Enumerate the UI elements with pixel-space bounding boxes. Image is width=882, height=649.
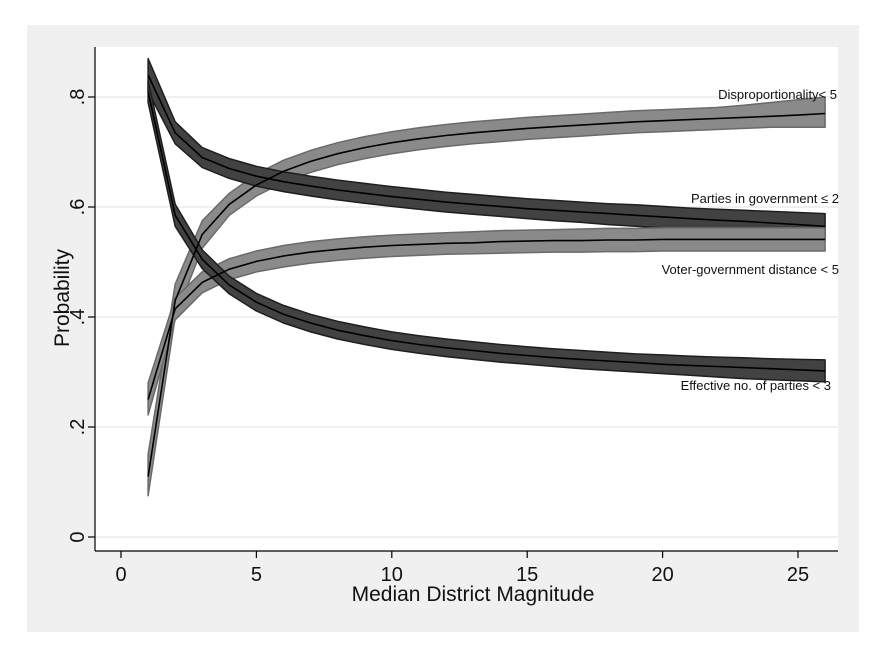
series-line-3 bbox=[147, 91, 826, 372]
x-tick-label-4: 20 bbox=[651, 564, 673, 586]
series-label-effective-parties: Effective no. of parties < 3 bbox=[681, 378, 831, 393]
confidence-band-0 bbox=[147, 96, 826, 497]
series-labels: Disproportionality< 5 Parties in governm… bbox=[662, 87, 839, 393]
y-axis-title: Probability bbox=[51, 248, 74, 347]
series-line-0 bbox=[147, 112, 826, 477]
series-line-2 bbox=[147, 238, 826, 400]
x-tick-label-0: 0 bbox=[115, 564, 126, 586]
confidence-band-2 bbox=[147, 227, 826, 416]
series-label-disproportionality: Disproportionality< 5 bbox=[718, 87, 837, 102]
y-tick-label-4: .8 bbox=[67, 89, 89, 106]
confidence-bands bbox=[147, 57, 826, 497]
series-label-parties-in-government: Parties in government ≤ 2 bbox=[691, 191, 839, 206]
x-axis-title: Median District Magnitude bbox=[352, 583, 595, 606]
confidence-band-3 bbox=[147, 79, 826, 383]
y-tick-label-0: 0 bbox=[67, 531, 89, 542]
series-lines bbox=[147, 74, 826, 477]
series-line-1 bbox=[147, 74, 826, 228]
y-tick-label-1: .2 bbox=[67, 419, 89, 436]
series-label-voter-government-distance: Voter-government distance < 5 bbox=[662, 262, 839, 277]
x-tick-label-5: 25 bbox=[787, 564, 809, 586]
y-tick-label-2: .4 bbox=[67, 309, 89, 326]
axes: 0 .2 .4 .6 .8 0 5 10 15 20 25 bbox=[67, 47, 838, 586]
y-tick-label-3: .6 bbox=[67, 199, 89, 216]
x-tick-label-1: 5 bbox=[251, 564, 262, 586]
x-tick-label-2: 10 bbox=[381, 564, 403, 586]
x-tick-label-3: 15 bbox=[516, 564, 538, 586]
